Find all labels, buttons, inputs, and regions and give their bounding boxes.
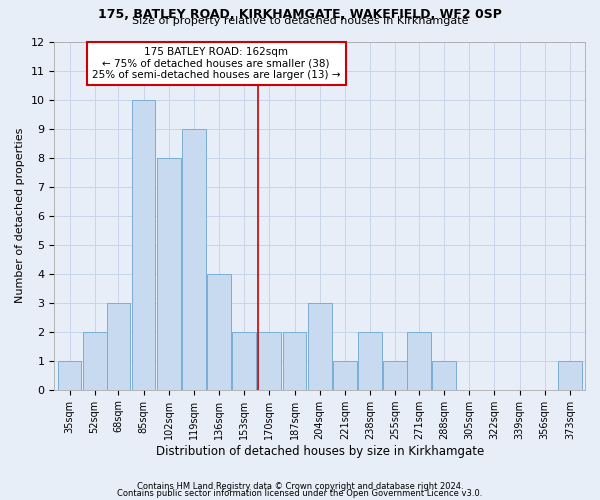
Bar — [83, 332, 107, 390]
Bar — [333, 360, 357, 390]
Text: Contains public sector information licensed under the Open Government Licence v3: Contains public sector information licen… — [118, 489, 482, 498]
Bar — [232, 332, 256, 390]
Bar — [407, 332, 431, 390]
Bar — [107, 302, 130, 390]
Bar — [207, 274, 231, 390]
Bar — [58, 360, 82, 390]
Bar — [383, 360, 407, 390]
Text: Contains HM Land Registry data © Crown copyright and database right 2024.: Contains HM Land Registry data © Crown c… — [137, 482, 463, 491]
Bar — [558, 360, 582, 390]
Bar — [308, 302, 332, 390]
Bar — [157, 158, 181, 390]
Bar — [432, 360, 456, 390]
Bar — [131, 100, 155, 390]
Text: 175 BATLEY ROAD: 162sqm
← 75% of detached houses are smaller (38)
25% of semi-de: 175 BATLEY ROAD: 162sqm ← 75% of detache… — [92, 46, 340, 80]
Bar — [257, 332, 281, 390]
Y-axis label: Number of detached properties: Number of detached properties — [15, 128, 25, 304]
Bar — [182, 128, 206, 390]
Text: Size of property relative to detached houses in Kirkhamgate: Size of property relative to detached ho… — [132, 16, 468, 26]
Bar — [283, 332, 307, 390]
Bar — [358, 332, 382, 390]
X-axis label: Distribution of detached houses by size in Kirkhamgate: Distribution of detached houses by size … — [155, 444, 484, 458]
Text: 175, BATLEY ROAD, KIRKHAMGATE, WAKEFIELD, WF2 0SP: 175, BATLEY ROAD, KIRKHAMGATE, WAKEFIELD… — [98, 8, 502, 20]
